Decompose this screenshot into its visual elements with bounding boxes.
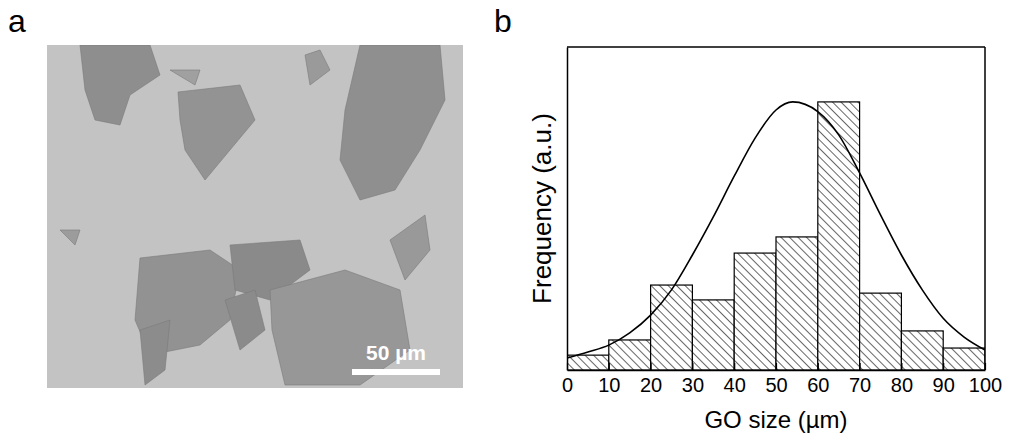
flake <box>390 215 430 280</box>
frame <box>984 47 986 370</box>
background <box>47 45 463 388</box>
flake <box>305 50 330 85</box>
x-tick-mark <box>985 363 986 370</box>
flake <box>178 85 255 180</box>
scale-bar <box>352 369 440 375</box>
flake <box>170 70 200 85</box>
histogram-bar <box>734 253 776 370</box>
panel-label: b <box>494 3 512 39</box>
histogram-bar <box>692 300 734 370</box>
histogram-bar <box>818 102 860 370</box>
y-axis-title: Frequency (a.u.) <box>527 113 557 304</box>
histogram-bar <box>860 293 902 370</box>
x-axis: 0 10 20 30 40 50 60 70 80 90 100 <box>562 363 1002 396</box>
histogram-bar <box>776 237 818 370</box>
fit-curve <box>567 102 985 358</box>
histogram-bar <box>651 285 693 370</box>
histogram-bar <box>567 355 609 370</box>
x-tick-mark <box>859 363 860 370</box>
flake <box>225 290 265 350</box>
x-tick-label: 70 <box>849 374 871 396</box>
x-tick: 80 <box>891 363 913 396</box>
x-tick-label: 10 <box>598 374 620 396</box>
x-axis-title: GO size (µm) <box>704 406 847 433</box>
x-tick-mark <box>776 363 777 370</box>
histogram-bar <box>901 331 943 370</box>
x-tick-mark <box>609 363 610 370</box>
x-tick-label: 30 <box>682 374 704 396</box>
x-tick-label: 50 <box>765 374 787 396</box>
x-tick: 50 <box>765 363 787 396</box>
figure: 50 µm a 0 10 20 30 40 50 60 70 80 90 100 GO size (µm)… <box>0 0 1010 438</box>
x-tick-mark <box>901 363 902 370</box>
frame <box>567 46 985 48</box>
y-axis <box>567 48 568 371</box>
x-tick-mark <box>650 363 651 370</box>
x-tick: 10 <box>598 363 620 396</box>
plot-marks <box>567 102 985 370</box>
micrograph <box>47 45 463 388</box>
x-tick-mark <box>943 363 944 370</box>
x-tick-label: 100 <box>969 374 1002 396</box>
x-tick-label: 60 <box>807 374 829 396</box>
x-tick: 20 <box>640 363 662 396</box>
panel-b: 0 10 20 30 40 50 60 70 80 90 100 GO size (µm) Freque… <box>527 47 1002 433</box>
y-axis-line <box>567 48 569 371</box>
flake <box>140 320 170 385</box>
x-tick: 70 <box>849 363 871 396</box>
x-tick: 90 <box>933 363 955 396</box>
histogram-bar <box>609 340 651 370</box>
flake <box>270 270 410 385</box>
x-tick-label: 90 <box>933 374 955 396</box>
x-tick-label: 0 <box>562 374 573 396</box>
x-tick-mark <box>734 363 735 370</box>
histogram-bar <box>943 348 985 370</box>
x-tick-label: 40 <box>724 374 746 396</box>
x-tick-label: 20 <box>640 374 662 396</box>
flake <box>80 45 160 125</box>
panel-label: a <box>8 3 26 39</box>
x-tick: 100 <box>969 363 1002 396</box>
flake <box>340 45 445 200</box>
x-tick: 30 <box>682 363 704 396</box>
x-tick: 60 <box>807 363 829 396</box>
panel-a: 50 µm <box>47 45 463 388</box>
x-tick-label: 80 <box>891 374 913 396</box>
x-tick-mark <box>692 363 693 370</box>
scale-bar-label: 50 µm <box>366 341 426 364</box>
x-tick-mark <box>818 363 819 370</box>
flake <box>60 230 80 245</box>
x-tick: 40 <box>724 363 746 396</box>
